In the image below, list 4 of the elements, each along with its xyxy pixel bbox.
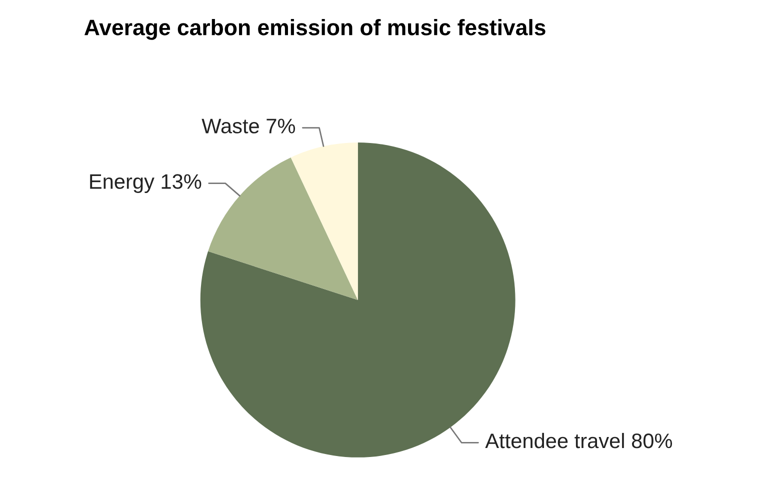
slice-label: Waste 7%: [202, 118, 296, 134]
slice-label: Energy 13%: [90, 174, 202, 194]
slice-label: Attendee travel 80%: [485, 432, 672, 448]
chart-title: Average carbon emission of music festivals: [84, 19, 546, 40]
